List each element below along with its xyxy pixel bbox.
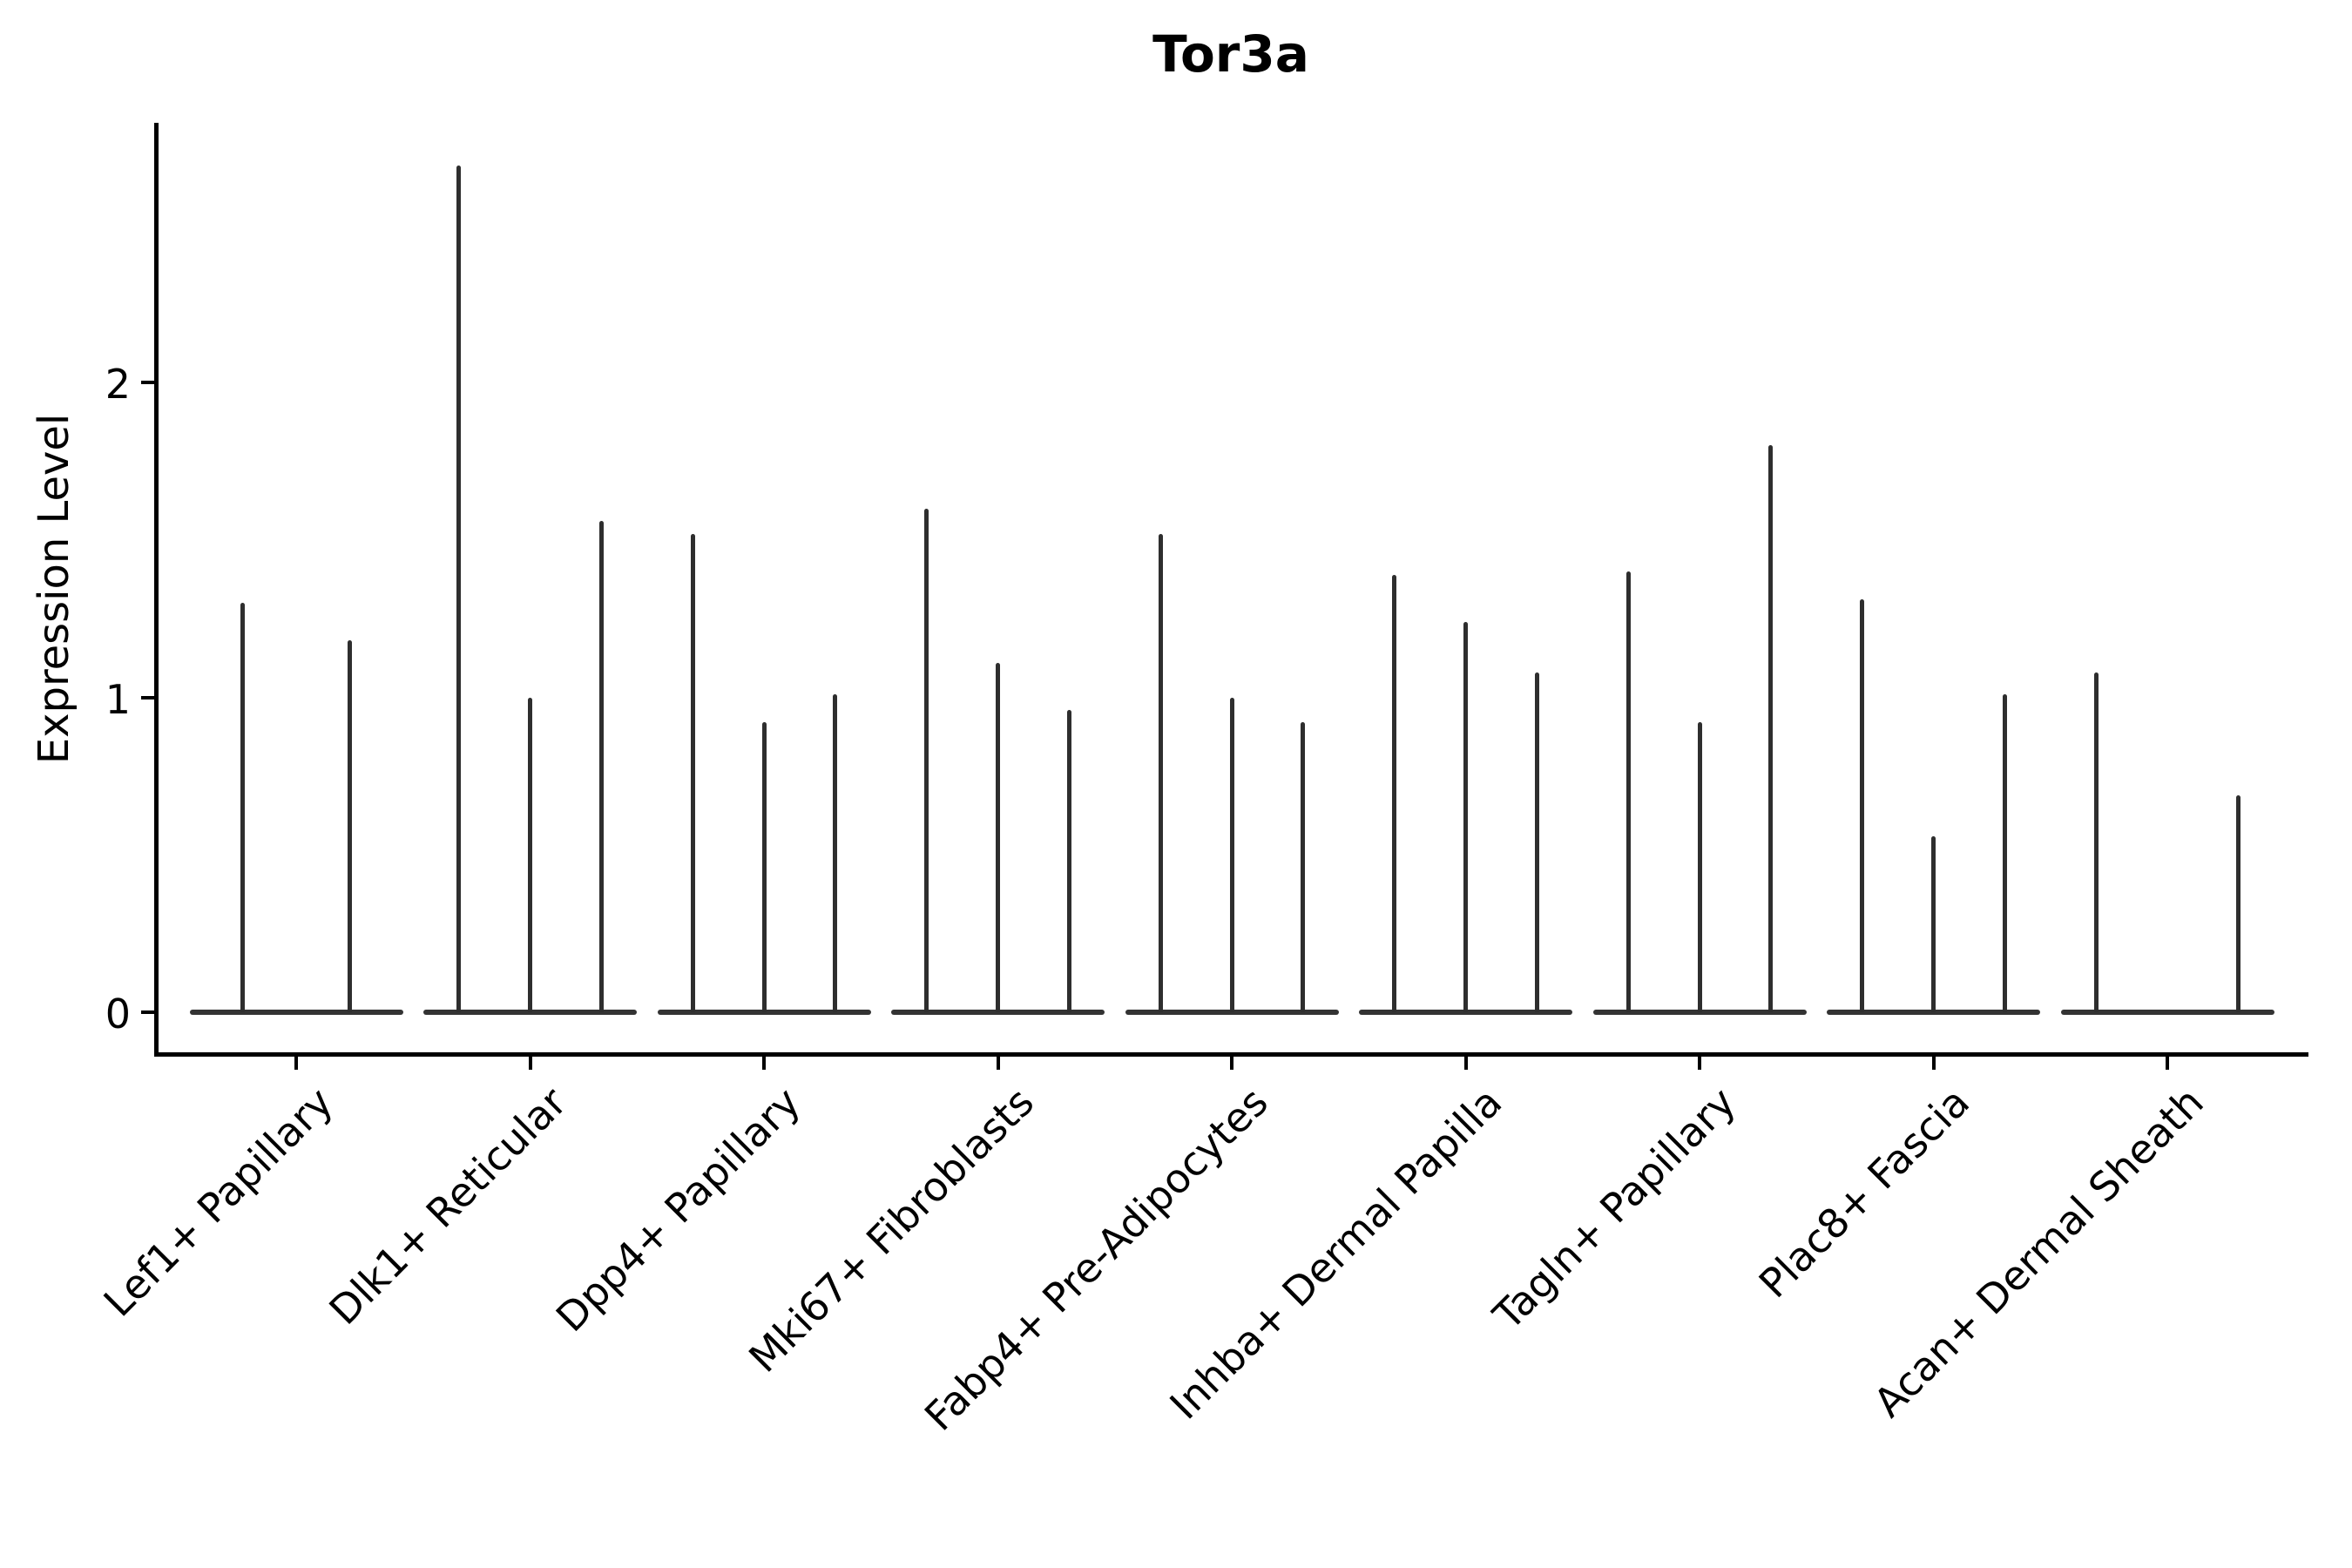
x-tick-mark bbox=[1931, 1054, 1936, 1070]
violin-baseline bbox=[1359, 1010, 1572, 1015]
y-axis-spine bbox=[154, 123, 159, 1057]
violin-baseline bbox=[891, 1010, 1105, 1015]
y-tick-label: 2 bbox=[105, 361, 131, 408]
y-tick-mark bbox=[141, 1010, 154, 1014]
violin-baseline bbox=[1125, 1010, 1339, 1015]
x-tick-mark bbox=[1230, 1054, 1233, 1070]
violin-spike bbox=[1625, 571, 1631, 1012]
x-tick-mark bbox=[996, 1054, 1000, 1070]
violin-spike bbox=[996, 662, 1000, 1012]
x-category-label: Dlk1+ Reticular bbox=[320, 1078, 576, 1335]
x-tick-mark bbox=[528, 1054, 532, 1070]
x-category-label: Dpp4+ Papillary bbox=[546, 1078, 810, 1342]
violin-spike bbox=[598, 521, 604, 1012]
x-category-label: Lef1+ Papillary bbox=[94, 1078, 342, 1326]
violin-spike bbox=[1534, 672, 1539, 1012]
violin-spike bbox=[1463, 621, 1468, 1012]
violin-baseline bbox=[2060, 1010, 2274, 1015]
violin-spike bbox=[1392, 574, 1397, 1012]
y-tick-mark bbox=[141, 695, 154, 700]
violin-spike bbox=[2002, 693, 2007, 1012]
violin-spike bbox=[347, 640, 352, 1012]
violin-spike bbox=[1301, 722, 1306, 1012]
violin-spike bbox=[528, 697, 532, 1012]
x-category-label: Plac8+ Fascia bbox=[1750, 1078, 1979, 1308]
violin-spike bbox=[2236, 794, 2241, 1012]
x-tick-mark bbox=[762, 1054, 766, 1070]
violin-spike bbox=[1860, 599, 1865, 1012]
violin-spike bbox=[1158, 533, 1163, 1012]
violin-spike bbox=[833, 693, 838, 1012]
x-tick-mark bbox=[294, 1054, 298, 1070]
violin-baseline bbox=[423, 1010, 637, 1015]
violin-baseline bbox=[1592, 1010, 1807, 1015]
violin-spike bbox=[924, 508, 929, 1012]
violin-spike bbox=[240, 603, 246, 1012]
violin-spike bbox=[690, 533, 695, 1012]
chart-title: Tor3a bbox=[1152, 24, 1309, 84]
violin-spike bbox=[2093, 672, 2099, 1012]
violin-spike bbox=[456, 165, 462, 1012]
y-tick-label: 0 bbox=[105, 990, 131, 1037]
x-tick-mark bbox=[1698, 1054, 1701, 1070]
violin-baseline bbox=[189, 1010, 403, 1015]
violin-baseline bbox=[1827, 1010, 2040, 1015]
x-tick-mark bbox=[2166, 1054, 2169, 1070]
x-category-label: Tagln+ Papillary bbox=[1484, 1078, 1746, 1339]
y-tick-mark bbox=[141, 381, 154, 384]
violin-spike bbox=[761, 722, 767, 1012]
violin-spike bbox=[1697, 722, 1702, 1012]
violin-spike bbox=[1931, 835, 1936, 1012]
y-tick-label: 1 bbox=[105, 675, 131, 723]
x-tick-mark bbox=[1463, 1054, 1468, 1070]
violin-spike bbox=[1066, 709, 1071, 1012]
violin-spike bbox=[1768, 445, 1774, 1012]
violin-spike bbox=[1229, 697, 1234, 1012]
violin-baseline bbox=[657, 1010, 871, 1015]
